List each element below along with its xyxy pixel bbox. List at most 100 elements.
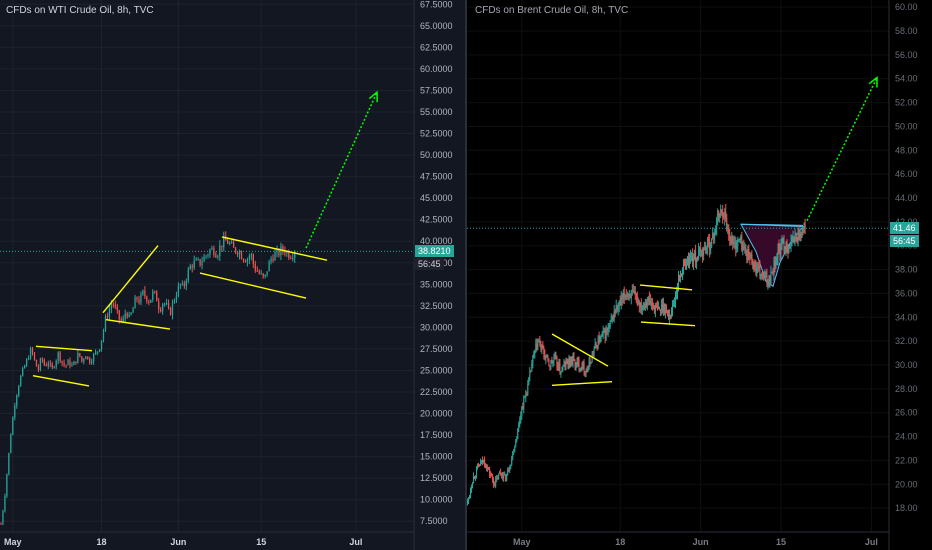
wti-chart-pane[interactable]: 7.5000 10.0000 12.5000 15.0000 17.5000 20.000… bbox=[0, 0, 465, 550]
candle-body bbox=[643, 304, 645, 309]
candle-body bbox=[787, 248, 789, 251]
candle-body bbox=[551, 360, 553, 364]
candle-body bbox=[122, 318, 124, 322]
candle-body bbox=[280, 246, 282, 256]
y-tick-label: 22.00 bbox=[895, 455, 918, 465]
y-tick-label: 47.5000 bbox=[420, 172, 453, 182]
candle-body bbox=[621, 297, 623, 300]
candle-body bbox=[489, 468, 491, 475]
brent-chart-pane[interactable]: 18.00 20.00 22.00 24.00 26.00 28.00 30.00 32.00… bbox=[467, 0, 932, 550]
y-tick-label: 46.00 bbox=[895, 169, 918, 179]
candle-body bbox=[481, 460, 483, 463]
candle-body bbox=[719, 213, 721, 217]
y-tick-label: 28.00 bbox=[895, 384, 918, 394]
candle-body bbox=[680, 276, 682, 279]
candle-body bbox=[758, 266, 760, 268]
candle-body bbox=[41, 358, 44, 360]
candle-body bbox=[236, 252, 239, 255]
candle-body bbox=[496, 478, 498, 480]
candle-body bbox=[33, 352, 36, 360]
candle-body bbox=[727, 227, 729, 230]
candle-body bbox=[708, 238, 710, 241]
candle-body bbox=[533, 352, 535, 356]
y-tick-label: 15.0000 bbox=[420, 452, 453, 462]
projection-arrow-shaft bbox=[806, 77, 878, 222]
candle-body bbox=[800, 234, 802, 238]
y-tick-label: 27.5000 bbox=[420, 344, 453, 354]
y-tick-label: 35.0000 bbox=[420, 279, 453, 289]
candle-body bbox=[494, 484, 496, 487]
wti-chart-title: CFDs on WTI Crude Oil, 8h, TVC bbox=[6, 5, 154, 16]
candle-body bbox=[770, 272, 772, 282]
candle-body bbox=[185, 280, 187, 287]
candle-body bbox=[286, 251, 288, 254]
candle-body bbox=[604, 330, 606, 339]
candle-body bbox=[508, 469, 510, 471]
candle-body bbox=[597, 337, 599, 349]
candle-body bbox=[497, 478, 499, 480]
candle-body bbox=[514, 446, 516, 453]
candle-body bbox=[691, 255, 693, 257]
candle-body bbox=[734, 242, 736, 244]
candle-body bbox=[201, 261, 203, 266]
candle-body bbox=[716, 219, 718, 230]
candle-body bbox=[610, 319, 612, 322]
candle-body bbox=[657, 307, 659, 309]
y-tick-label: 30.00 bbox=[895, 360, 918, 370]
y-tick-label: 20.00 bbox=[895, 479, 918, 489]
candle-body bbox=[671, 302, 673, 311]
candle-body bbox=[14, 405, 16, 418]
candle-body bbox=[183, 283, 185, 287]
candle-body bbox=[710, 246, 712, 250]
y-tick-label: 44.00 bbox=[895, 193, 918, 203]
candle-body bbox=[703, 247, 705, 256]
candle-body bbox=[728, 227, 730, 234]
candle-body bbox=[594, 343, 596, 349]
candle-body bbox=[778, 247, 780, 249]
candle-body bbox=[569, 356, 571, 363]
candle-body bbox=[575, 362, 577, 367]
candle-body bbox=[742, 246, 744, 251]
candle-body bbox=[536, 343, 538, 350]
candle-body bbox=[612, 316, 614, 320]
candle-body bbox=[262, 273, 264, 277]
candle-body bbox=[520, 416, 522, 421]
pattern-trendline bbox=[32, 374, 90, 387]
candle-body bbox=[651, 303, 653, 306]
y-tick-label: 52.5000 bbox=[420, 129, 453, 139]
candle-body bbox=[114, 304, 116, 307]
y-tick-label: 7.5000 bbox=[420, 516, 448, 526]
candle-body bbox=[722, 212, 724, 217]
candle-body bbox=[729, 233, 731, 241]
candle-body bbox=[256, 270, 258, 272]
candle-body bbox=[24, 365, 26, 369]
candle-body bbox=[624, 295, 626, 298]
candle-body bbox=[579, 369, 581, 371]
candle-body bbox=[189, 265, 191, 270]
candle-body bbox=[215, 254, 217, 258]
candle-body bbox=[793, 237, 795, 243]
candle-body bbox=[761, 272, 763, 276]
candle-body bbox=[223, 236, 225, 248]
candle-body bbox=[707, 238, 709, 249]
candle-body bbox=[156, 291, 158, 302]
candle-body bbox=[563, 364, 565, 367]
brent-chart-svg[interactable]: 18.00 20.00 22.00 24.00 26.00 28.00 30.00 32.00… bbox=[467, 0, 932, 550]
candle-body bbox=[614, 311, 616, 313]
candle-body bbox=[686, 265, 688, 270]
candle-body bbox=[112, 304, 114, 306]
candle-body bbox=[602, 331, 604, 336]
candle-body bbox=[642, 304, 644, 308]
candle-body bbox=[647, 297, 649, 302]
pane-divider[interactable] bbox=[465, 0, 467, 550]
wti-chart-svg[interactable]: 7.5000 10.0000 12.5000 15.0000 17.5000 20.000… bbox=[0, 0, 465, 550]
candle-body bbox=[476, 467, 478, 476]
candle-body bbox=[659, 309, 661, 311]
candle-body bbox=[254, 264, 256, 271]
candle-body bbox=[721, 209, 723, 213]
candle-body bbox=[705, 247, 707, 250]
x-tick-label: Jul bbox=[865, 537, 878, 547]
candle-body bbox=[726, 217, 728, 230]
candle-body bbox=[662, 303, 664, 312]
y-tick-label: 57.5000 bbox=[420, 85, 453, 95]
